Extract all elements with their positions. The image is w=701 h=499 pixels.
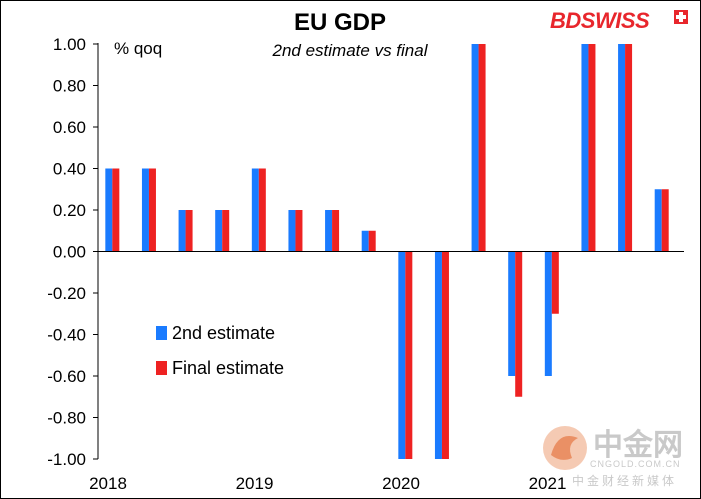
legend-label-2nd-estimate: 2nd estimate [172, 323, 275, 343]
legend-swatch-2nd-estimate [156, 326, 167, 340]
bar-2nd-estimate [618, 44, 626, 252]
y-axis-unit: % qoq [114, 39, 162, 58]
y-tick-label: 0.20 [53, 201, 86, 220]
x-tick-label: 2021 [529, 474, 567, 493]
y-tick-label: 0.00 [53, 243, 86, 262]
bar-final-estimate [661, 189, 669, 252]
bar-2nd-estimate [508, 251, 516, 376]
bar-final-estimate [515, 251, 523, 397]
bar-2nd-estimate [654, 189, 662, 252]
bar-2nd-estimate [398, 251, 406, 459]
x-tick-label: 2018 [89, 474, 127, 493]
watermark-en: CNGOLD.COM.CN [590, 459, 681, 469]
y-tick-label: 0.40 [53, 160, 86, 179]
bar-2nd-estimate [544, 251, 552, 376]
bar-2nd-estimate [215, 210, 223, 252]
legend: 2nd estimate Final estimate [156, 323, 284, 378]
y-tick-label: 0.80 [53, 77, 86, 96]
brand-logo: BDSWISS [550, 8, 688, 33]
brand-name: BDSWISS [550, 8, 650, 33]
bar-2nd-estimate [178, 210, 186, 252]
bar-final-estimate [625, 44, 633, 252]
watermark-cn-sub: 中金财经新媒体 [572, 473, 677, 488]
x-tick-label: 2020 [382, 474, 420, 493]
bar-2nd-estimate [581, 44, 589, 252]
bars [105, 44, 669, 459]
bar-final-estimate [368, 230, 376, 252]
bar-final-estimate [588, 44, 596, 252]
bar-2nd-estimate [105, 168, 113, 252]
legend-swatch-final-estimate [156, 361, 167, 375]
bar-final-estimate [112, 168, 120, 252]
bar-final-estimate [478, 44, 486, 252]
y-tick-label: -1.00 [47, 450, 86, 469]
bar-final-estimate [551, 251, 559, 314]
bar-2nd-estimate [361, 230, 369, 252]
bar-2nd-estimate [141, 168, 149, 252]
bar-final-estimate [441, 251, 449, 459]
bar-2nd-estimate [288, 210, 296, 252]
bar-2nd-estimate [325, 210, 333, 252]
y-tick-label: -0.80 [47, 409, 86, 428]
chart-title: EU GDP [294, 9, 386, 36]
legend-label-final-estimate: Final estimate [172, 358, 284, 378]
y-tick-label: -0.60 [47, 367, 86, 386]
chart-subtitle: 2nd estimate vs final [272, 41, 429, 60]
bar-final-estimate [148, 168, 156, 252]
bar-final-estimate [295, 210, 303, 252]
bar-final-estimate [185, 210, 193, 252]
bar-final-estimate [222, 210, 230, 252]
watermark: 中金网 CNGOLD.COM.CN 中金财经新媒体 [543, 426, 683, 488]
watermark-cn: 中金网 [593, 428, 683, 462]
legend-item-final-estimate: Final estimate [156, 358, 284, 378]
brand-plus-icon [674, 10, 688, 24]
bar-final-estimate [332, 210, 340, 252]
x-tick-label: 2019 [236, 474, 274, 493]
y-tick-label: -0.40 [47, 326, 86, 345]
bar-final-estimate [405, 251, 413, 459]
y-tick-label: -0.20 [47, 284, 86, 303]
bar-2nd-estimate [434, 251, 442, 459]
bar-final-estimate [258, 168, 266, 252]
legend-item-2nd-estimate: 2nd estimate [156, 323, 275, 343]
bar-2nd-estimate [471, 44, 479, 252]
y-tick-label: 0.60 [53, 118, 86, 137]
y-tick-label: 1.00 [53, 35, 86, 54]
x-axis-labels: 2018 2019 2020 2021 [89, 474, 566, 493]
bar-2nd-estimate [251, 168, 259, 252]
watermark-logo-icon [543, 426, 587, 470]
y-axis-ticks: 1.00 0.80 0.60 0.40 0.20 0.00 -0.20 -0.40 -0.60 -… [47, 35, 98, 469]
